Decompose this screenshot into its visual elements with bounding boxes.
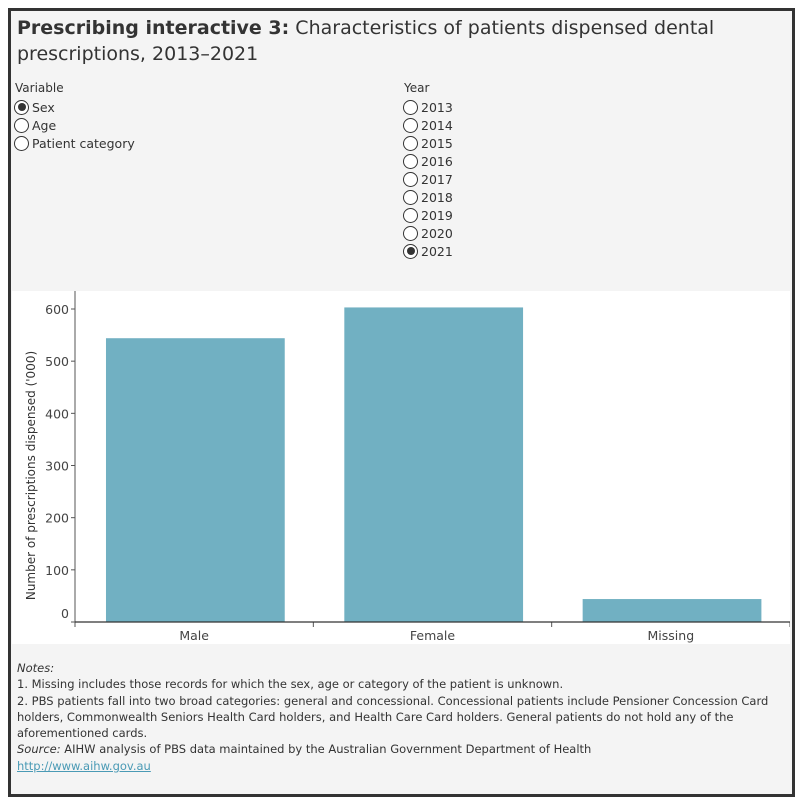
radio-patient-category[interactable]: Patient category	[14, 134, 135, 152]
radio-2021[interactable]: 2021	[403, 242, 453, 260]
radio-label: Age	[32, 117, 57, 133]
y-axis-title: Number of prescriptions dispensed ('000)	[24, 351, 38, 600]
bar-missing[interactable]	[582, 599, 762, 622]
radio-label: 2018	[421, 189, 453, 205]
radio-label: Sex	[32, 99, 55, 115]
source-text: AIHW analysis of PBS data maintained by …	[60, 742, 592, 757]
radio-unchecked-icon[interactable]	[14, 117, 29, 133]
radio-label: 2016	[421, 153, 453, 169]
radio-2016[interactable]: 2016	[403, 152, 453, 170]
radio-unchecked-icon[interactable]	[403, 153, 418, 169]
bar-chart: Male Female Missing 0 100 200 300 400 500 600 Numb…	[24, 291, 790, 643]
radio-label: 2017	[421, 171, 453, 187]
page-title: Prescribing interactive 3: Characteristi…	[17, 15, 717, 67]
radio-label: 2019	[421, 207, 453, 223]
y-tick-label: 500	[45, 354, 69, 369]
y-tick-label: 600	[45, 302, 69, 317]
x-tick-label: Female	[410, 628, 456, 643]
radio-unchecked-icon[interactable]	[403, 225, 418, 241]
radio-2013[interactable]: 2013	[403, 98, 453, 116]
y-tick-label: 400	[45, 406, 69, 421]
radio-label: Patient category	[32, 135, 135, 151]
variable-filter-label: Variable	[15, 81, 64, 95]
y-tick-label: 300	[45, 459, 69, 474]
note-1: 1. Missing includes those records for wh…	[17, 677, 564, 692]
aihw-link[interactable]: http://www.aihw.gov.au	[17, 758, 151, 773]
radio-label: 2015	[421, 135, 453, 151]
radio-age[interactable]: Age	[14, 116, 56, 134]
x-tick-label: Missing	[648, 628, 695, 643]
year-filter-label: Year	[404, 81, 430, 95]
bar-male[interactable]	[105, 338, 285, 622]
radio-label: 2014	[421, 117, 453, 133]
radio-label: 2020	[421, 225, 453, 241]
notes-section: Notes: 1. Missing includes those records…	[17, 660, 787, 774]
radio-unchecked-icon[interactable]	[403, 99, 418, 115]
radio-2018[interactable]: 2018	[403, 188, 453, 206]
notes-heading: Notes:	[17, 661, 55, 675]
radio-checked-icon[interactable]	[14, 99, 29, 115]
x-tick-label: Male	[179, 628, 209, 643]
radio-unchecked-icon[interactable]	[403, 135, 418, 151]
source-label: Source:	[17, 742, 61, 757]
radio-unchecked-icon[interactable]	[403, 207, 418, 223]
y-tick-label: 0	[61, 606, 69, 621]
radio-2020[interactable]: 2020	[403, 224, 453, 242]
radio-unchecked-icon[interactable]	[403, 189, 418, 205]
y-tick-label: 200	[45, 511, 69, 526]
chart-panel: Male Female Missing 0 100 200 300 400 500 600 Numb…	[12, 291, 790, 644]
title-rest: Characteristics of patients dispensed de…	[17, 17, 715, 65]
radio-2015[interactable]: 2015	[403, 134, 453, 152]
radio-label: 2013	[421, 99, 453, 115]
radio-2017[interactable]: 2017	[403, 170, 453, 188]
y-tick-label: 100	[45, 563, 69, 578]
radio-unchecked-icon[interactable]	[403, 171, 418, 187]
note-2: 2. PBS patients fall into two broad cate…	[17, 693, 769, 741]
radio-unchecked-icon[interactable]	[403, 117, 418, 133]
radio-2014[interactable]: 2014	[403, 116, 453, 134]
radio-sex[interactable]: Sex	[14, 98, 55, 116]
radio-unchecked-icon[interactable]	[14, 135, 29, 151]
radio-2019[interactable]: 2019	[403, 206, 453, 224]
title-bold: Prescribing interactive 3:	[17, 17, 290, 39]
radio-label: 2021	[421, 243, 453, 259]
bar-female[interactable]	[344, 307, 524, 622]
radio-checked-icon[interactable]	[403, 243, 418, 259]
